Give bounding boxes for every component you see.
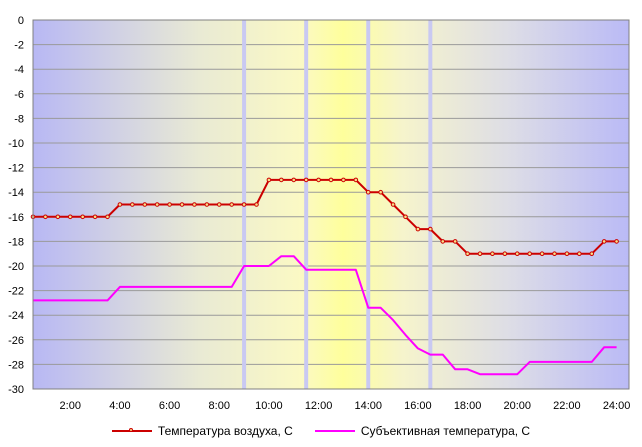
x-tick-label: 8:00 <box>209 400 230 412</box>
data-point <box>142 202 148 207</box>
y-axis-ticks: 0 -2 -4 -6 -8 -10 -12 -14 -16 -18 -20 -22 -24 -26 -28 -… <box>8 15 24 396</box>
data-point <box>415 226 421 232</box>
data-point <box>564 251 570 256</box>
legend-label-feels-like-temperature: Субъективная температура, С <box>360 424 531 438</box>
data-point <box>279 177 284 183</box>
data-point <box>552 251 557 256</box>
plot-border <box>32 19 630 390</box>
y-tick-label: -12 <box>8 163 24 175</box>
data-point <box>390 202 396 207</box>
y-tick-label: -18 <box>8 236 24 248</box>
data-point <box>452 239 458 244</box>
data-point <box>490 251 495 256</box>
data-point <box>254 202 259 207</box>
y-tick-label: -16 <box>8 212 24 224</box>
x-tick-label: 12:00 <box>305 400 333 412</box>
legend: Температура воздуха, С Субъективная темп… <box>0 419 642 443</box>
data-point <box>67 214 73 220</box>
legend-item-air-temperature: Температура воздуха, С <box>111 424 293 438</box>
y-tick-label: -28 <box>8 359 24 371</box>
y-tick-label: -6 <box>14 89 24 101</box>
x-tick-label: 22:00 <box>553 400 581 412</box>
data-point <box>539 251 545 256</box>
data-point <box>167 202 172 207</box>
y-tick-label: -8 <box>14 113 24 125</box>
y-tick-label: 0 <box>18 15 24 27</box>
data-point <box>440 239 446 244</box>
data-point <box>353 177 359 183</box>
data-point <box>316 177 321 183</box>
data-point <box>589 251 595 256</box>
data-point <box>105 214 110 220</box>
x-tick-label: 20:00 <box>503 400 531 412</box>
data-point <box>204 202 210 207</box>
data-point <box>477 251 483 256</box>
x-tick-label: 10:00 <box>255 400 283 412</box>
y-tick-label: -26 <box>8 335 24 347</box>
data-point <box>80 214 85 220</box>
data-point <box>614 239 619 244</box>
y-tick-label: -10 <box>8 138 24 150</box>
y-tick-label: -14 <box>8 187 24 199</box>
data-point <box>465 251 470 256</box>
legend-label-air-temperature: Температура воздуха, С <box>157 424 293 438</box>
y-tick-label: -22 <box>8 286 24 298</box>
data-point <box>241 202 247 207</box>
data-point <box>303 177 309 183</box>
data-point <box>266 177 272 183</box>
gridlines <box>33 44 629 365</box>
data-point <box>601 239 607 244</box>
data-point <box>577 251 582 256</box>
y-tick-label: -24 <box>8 310 24 322</box>
data-point <box>216 202 222 207</box>
y-tick-label: -4 <box>14 64 24 76</box>
data-point <box>291 177 297 183</box>
data-point <box>154 202 160 207</box>
data-point <box>502 251 508 256</box>
x-tick-label: 14:00 <box>354 400 382 412</box>
data-point <box>328 177 334 183</box>
series-layer <box>30 177 619 376</box>
x-axis-ticks: 2:00 4:00 6:00 8:00 10:00 12:00 14:00 16:00 18:0… <box>60 400 631 412</box>
data-point <box>514 251 520 256</box>
data-point <box>378 189 383 195</box>
data-point <box>341 177 346 183</box>
x-tick-label: 4:00 <box>109 400 130 412</box>
x-tick-label: 18:00 <box>454 400 482 412</box>
legend-swatch-feels-like-temperature <box>314 430 355 432</box>
data-point <box>428 226 433 232</box>
legend-item-feels-like-temperature: Субъективная температура, С <box>314 424 531 438</box>
x-tick-label: 2:00 <box>60 400 81 412</box>
x-tick-label: 16:00 <box>404 400 432 412</box>
legend-swatch-air-temperature <box>111 428 152 432</box>
data-point <box>527 251 532 256</box>
x-tick-label: 24:00 <box>603 400 631 412</box>
y-tick-label: -2 <box>14 40 24 52</box>
data-point <box>179 202 185 207</box>
data-point <box>192 202 197 207</box>
series-line-1 <box>33 255 617 376</box>
data-point <box>130 202 135 207</box>
data-point <box>229 202 234 207</box>
y-tick-label: -20 <box>8 261 24 273</box>
data-point <box>92 214 98 220</box>
line-chart: 0 -2 -4 -6 -8 -10 -12 -14 -16 -18 -20 -22 -24 -26 -28 -… <box>8 15 631 412</box>
data-point <box>117 202 123 207</box>
data-point <box>55 214 61 220</box>
data-point <box>43 214 48 220</box>
x-tick-label: 6:00 <box>159 400 180 412</box>
data-point <box>365 189 371 195</box>
y-tick-label: -30 <box>8 384 24 396</box>
data-point <box>403 214 408 220</box>
